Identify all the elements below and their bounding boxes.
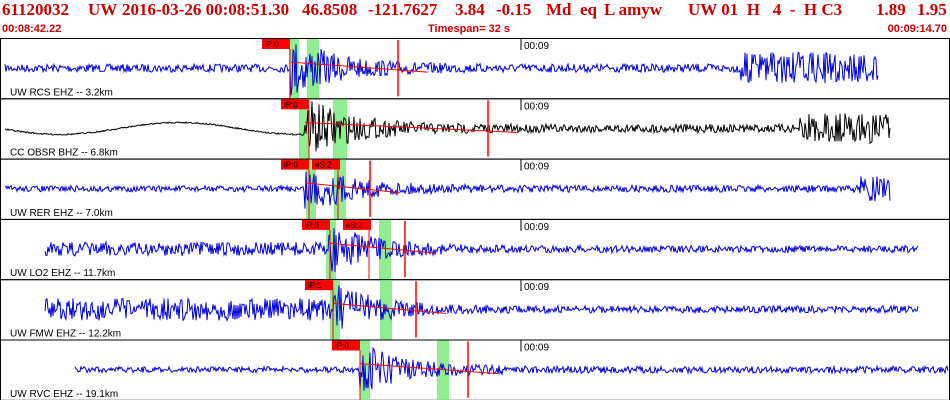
pick-window [380, 280, 392, 340]
pick-label: iP:0 [284, 100, 298, 109]
panel-border [0, 38, 950, 100]
coda-fit-line [290, 61, 429, 73]
station-label: UW LO2 EHZ -- 11.7km [10, 268, 115, 279]
trace-panel[interactable]: 00:09 iP:0 UW RVC EHZ -- 19.1km [0, 339, 950, 400]
p-pick-box[interactable] [302, 219, 330, 230]
coda-fit-line [304, 182, 401, 194]
pick-label: iP:1 [308, 281, 322, 290]
pick-label: iP:0 [284, 161, 298, 170]
event-latitude: 46.8508 [302, 0, 358, 19]
pick-label: iP:0 [265, 40, 279, 49]
coda-fit-line [332, 302, 447, 314]
event-longitude: -121.7627 [368, 0, 438, 19]
waveform [4, 171, 891, 209]
timespan: Timespan= 32 s [428, 23, 511, 35]
value-b: 1.95 [917, 0, 947, 19]
pick-label: iP:0 [335, 342, 349, 351]
coda-fit-line [359, 363, 499, 375]
station-label: UW FMW EHZ -- 12.2km [10, 329, 121, 340]
value-a: 1.89 [876, 0, 906, 19]
magnitude-type: Md [546, 0, 572, 19]
event-network: UW [88, 0, 118, 19]
waveform [74, 346, 949, 391]
waveform [4, 101, 891, 152]
minute-marker-label: 00:09 [524, 282, 549, 293]
event-depth: 3.84 [455, 0, 485, 19]
coda-fit-line [304, 121, 519, 133]
pick-label: eS:2 [315, 161, 332, 170]
waveform [44, 228, 919, 272]
time-range-bar: 00:08:42.22 Timespan= 32 s 00:09:14.70 [0, 20, 950, 38]
p-pick-box[interactable] [281, 99, 309, 110]
start-time: 00:08:42.22 [2, 23, 62, 35]
station-label: UW RER EHZ -- 7.0km [10, 208, 113, 219]
waveform [44, 285, 919, 329]
event-magnitude: -0.15 [496, 0, 532, 19]
p-pick-box[interactable] [305, 280, 333, 291]
panel-border [0, 279, 950, 341]
coda-fit-line [327, 242, 436, 254]
minute-marker-label: 00:09 [524, 101, 549, 112]
station-label: UW RCS EHZ -- 3.2km [10, 87, 113, 98]
trace-panel[interactable]: 00:09 iP:1 UW FMW EHZ -- 12.2km [0, 279, 950, 341]
s-pick-box[interactable] [343, 219, 371, 230]
minute-marker-label: 00:09 [524, 222, 549, 233]
waveform [4, 44, 879, 96]
event-flags: L amyw [604, 0, 663, 19]
event-id: 61120032 [2, 0, 70, 19]
panel-border [0, 98, 950, 160]
station-label: CC OBSR BHZ -- 6.8km [10, 148, 118, 159]
p-pick-box[interactable] [281, 159, 309, 170]
station-info: UW 01 H 4 - H C3 [688, 0, 843, 19]
pick-label: iP:0 [305, 221, 319, 230]
pick-window [333, 99, 347, 159]
trace-panel[interactable]: 00:09 iP:0 UW RCS EHZ -- 3.2km [0, 38, 950, 100]
p-pick-box[interactable] [262, 39, 290, 49]
p-pick-box[interactable] [332, 340, 360, 351]
event-type: eq [580, 0, 597, 19]
station-label: UW RVC EHZ -- 19.1km [10, 389, 118, 400]
minute-marker-label: 00:09 [524, 41, 549, 52]
s-pick-box[interactable] [312, 159, 340, 170]
trace-panel[interactable]: 00:09 iP:0 eS:2 UW LO2 EHZ -- 11.7km [0, 218, 950, 281]
minute-marker-label: 00:09 [524, 343, 549, 354]
pick-window [334, 159, 346, 219]
trace-panel[interactable]: 00:09 iP:0 CC OBSR BHZ -- 6.8km [0, 98, 950, 160]
event-summary-header: 61120032 UW 2016-03-26 00:08:51.30 46.85… [0, 0, 950, 20]
minute-marker-label: 00:09 [524, 162, 549, 173]
pick-label: eS:2 [346, 221, 363, 230]
end-time: 00:09:14.70 [887, 23, 947, 35]
pick-window [330, 280, 340, 340]
seismogram-panels[interactable]: 00:09 iP:0 UW RCS EHZ -- 3.2km 00:09 iP:0 CC … [0, 38, 950, 400]
event-datetime: 2016-03-26 00:08:51.30 [122, 0, 290, 19]
pick-window [299, 99, 309, 159]
trace-panel[interactable]: 00:09 iP:0 eS:2 UW RER EHZ -- 7.0km [0, 158, 950, 220]
